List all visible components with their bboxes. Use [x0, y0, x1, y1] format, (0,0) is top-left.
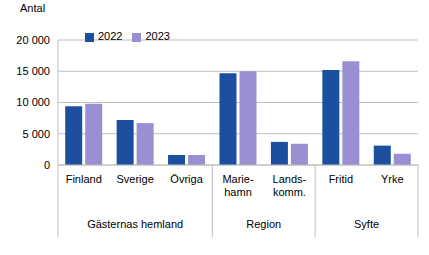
svg-text:Syfte: Syfte: [354, 218, 379, 230]
svg-text:Yrke: Yrke: [381, 173, 404, 185]
svg-text:15 000: 15 000: [16, 65, 50, 77]
html-text:Antal: Antal: [20, 2, 46, 14]
svg-text:5 000: 5 000: [22, 128, 50, 140]
svg-text:Lands-: Lands-: [273, 173, 307, 185]
svg-text:20 000: 20 000: [16, 34, 50, 46]
svg-text:Sverige: Sverige: [116, 173, 153, 185]
svg-text:10 000: 10 000: [16, 96, 50, 108]
svg-text:Marie-: Marie-: [222, 173, 254, 185]
svg-text:Region: Region: [246, 218, 281, 230]
svg-text:0: 0: [44, 159, 50, 171]
svg-text:Finland: Finland: [66, 173, 102, 185]
svg-text:Gästernas hemland: Gästernas hemland: [87, 218, 183, 230]
svg-text:komm.: komm.: [273, 186, 306, 198]
html-text:2023: 2023: [145, 30, 170, 42]
svg-text:Övriga: Övriga: [170, 173, 203, 185]
svg-text:hamn: hamn: [224, 186, 252, 198]
html-text:2022: 2022: [98, 30, 123, 42]
svg-text:Fritid: Fritid: [329, 173, 353, 185]
